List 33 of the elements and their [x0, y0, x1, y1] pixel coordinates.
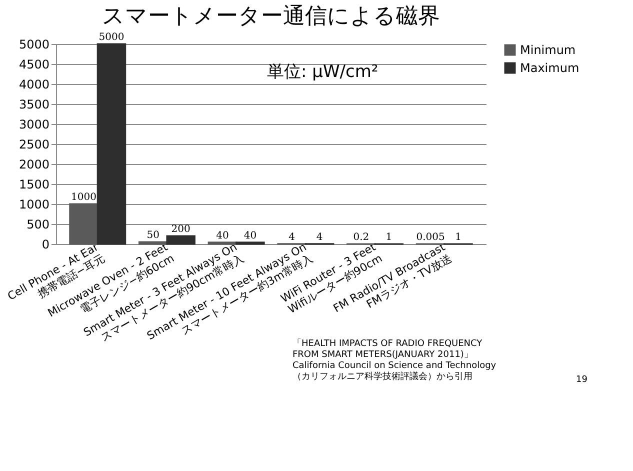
y-tick-label: 4500: [18, 58, 50, 72]
data-label: 40: [216, 230, 229, 242]
data-label: 1000: [71, 192, 96, 203]
data-label: 200: [171, 224, 190, 235]
annotation: 単位: μW/cm²: [266, 62, 378, 82]
text: 19: [576, 375, 588, 385]
chart-title: スマートメーター通信による磁界: [102, 4, 440, 29]
text: 「HEALTH IMPACTS OF RADIO FREQUENCY FROM SMART METERS(JANUARY 2011)」 California Council on Science and Technology （カリフォルニア科学技術評議会）から引用: [292, 338, 497, 382]
bar: [96, 43, 126, 245]
data-label: 4: [288, 232, 295, 243]
bar: [138, 241, 168, 245]
bar: [69, 203, 98, 245]
y-tick-label: 2500: [18, 138, 50, 152]
y-tick-label: 3500: [18, 98, 50, 112]
y-tick-label: 0: [42, 238, 50, 252]
legend-label: Maximum: [520, 61, 580, 75]
data-label: 0.005: [416, 232, 445, 243]
y-tick-label: 5000: [18, 38, 50, 52]
data-label: 50: [146, 230, 160, 241]
bar: [166, 235, 196, 245]
y-tick-label: 1000: [18, 198, 50, 212]
y-tick-label: 2000: [18, 158, 50, 172]
data-label: 0.2: [353, 232, 370, 243]
legend-label: Minimum: [520, 43, 576, 57]
data-label: 4: [316, 232, 323, 243]
data-label: 5000: [98, 32, 124, 43]
y-tick-label: 4000: [18, 78, 50, 92]
y-tick-label: 1500: [18, 178, 50, 192]
y-tick-label: 500: [26, 218, 50, 232]
data-label: 40: [244, 230, 257, 242]
y-tick-label: 3000: [18, 118, 50, 132]
data-label: 1: [386, 232, 392, 243]
data-label: 1: [455, 232, 462, 243]
